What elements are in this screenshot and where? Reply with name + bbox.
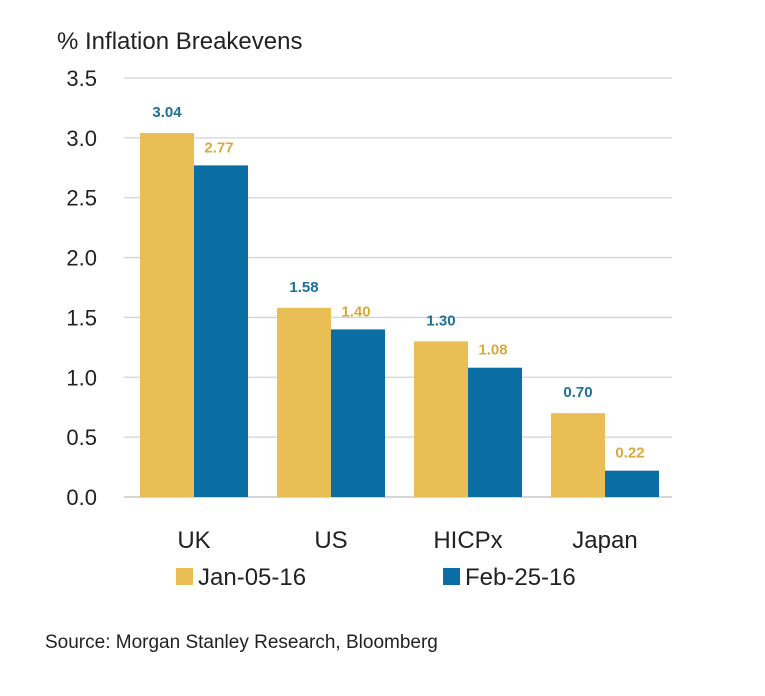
legend-swatch <box>176 568 193 585</box>
y-tick-label: 2.0 <box>66 246 97 271</box>
legend: Jan-05-16 Feb-25-16 <box>176 564 576 591</box>
category-label: Japan <box>572 527 637 554</box>
y-tick-label: 2.5 <box>66 186 97 211</box>
bar-us-jan <box>277 307 331 497</box>
chart-title: % Inflation Breakevens <box>57 28 302 55</box>
data-label: 0.22 <box>615 445 644 462</box>
source-note: Source: Morgan Stanley Research, Bloombe… <box>45 632 438 653</box>
bar-uk-jan <box>140 133 194 497</box>
data-label: 2.77 <box>204 139 233 156</box>
legend-label: Jan-05-16 <box>198 564 306 591</box>
category-label: HICPx <box>433 527 502 554</box>
chart: % Inflation Breakevens 0.0 0.5 1.0 1.5 2.0 2.… <box>57 28 672 591</box>
data-label: 3.04 <box>152 104 182 121</box>
category-label: UK <box>177 527 210 554</box>
y-tick-label: 0.5 <box>66 425 97 450</box>
bar-hicpx-feb <box>468 367 522 497</box>
data-label: 1.40 <box>341 303 370 320</box>
bar-us-feb <box>331 329 385 497</box>
data-labels: 3.04 2.77 1.58 1.40 1.30 1.08 0.70 0.22 <box>152 104 644 462</box>
x-axis-categories: UK US HICPx Japan <box>177 527 637 554</box>
bar-japan-jan <box>551 413 605 497</box>
data-label: 0.70 <box>563 384 592 401</box>
bars <box>140 133 659 498</box>
data-label: 1.08 <box>478 342 507 359</box>
y-axis-ticks: 0.0 0.5 1.0 1.5 2.0 2.5 3.0 3.5 <box>66 66 97 510</box>
data-label: 1.58 <box>289 279 318 296</box>
legend-label: Feb-25-16 <box>465 564 576 591</box>
bar-japan-feb <box>605 470 659 497</box>
legend-swatch <box>443 568 460 585</box>
bar-hicpx-jan <box>414 341 468 497</box>
category-label: US <box>314 527 347 554</box>
y-tick-label: 3.0 <box>66 126 97 151</box>
y-tick-label: 1.5 <box>66 305 97 330</box>
y-tick-label: 1.0 <box>66 365 97 390</box>
y-tick-label: 3.5 <box>66 66 97 91</box>
bar-uk-feb <box>194 165 248 498</box>
y-tick-label: 0.0 <box>66 485 97 510</box>
data-label: 1.30 <box>426 312 455 329</box>
